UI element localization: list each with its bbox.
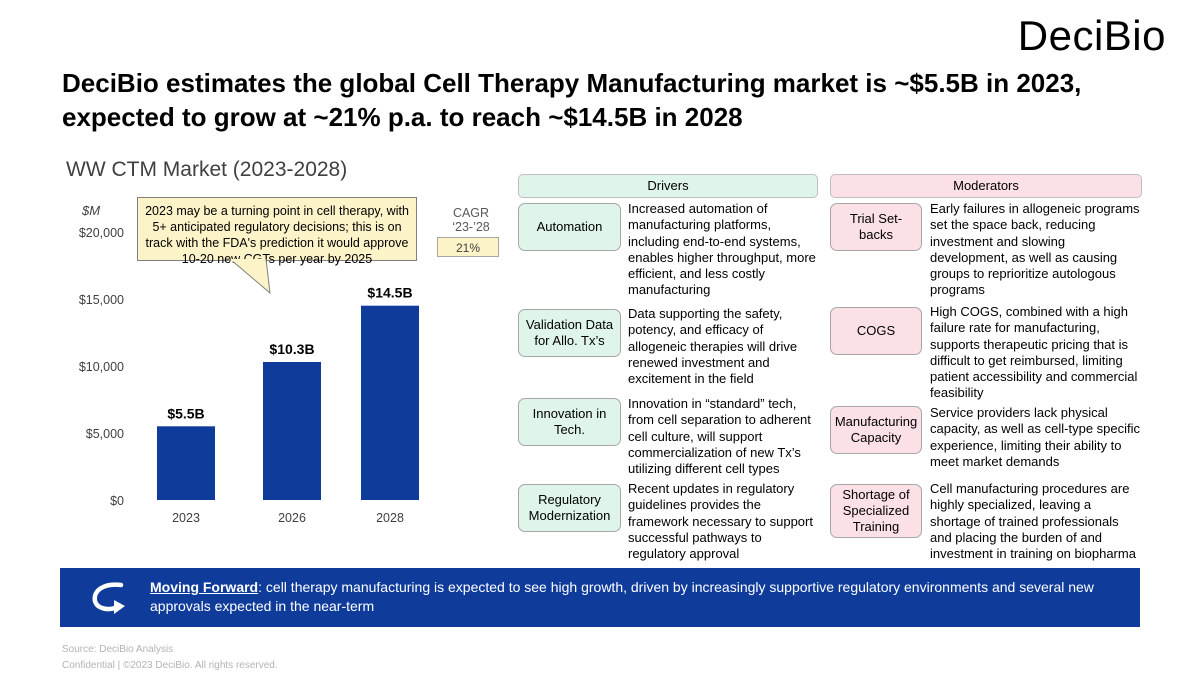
moderators-header: Moderators <box>830 174 1142 198</box>
drivers-header: Drivers <box>518 174 818 198</box>
driver-label-validation: Validation Data for Allo. Tx’s <box>518 309 621 357</box>
callout-tail <box>229 259 271 295</box>
banner-lead: Moving Forward <box>150 579 259 595</box>
y-tick-label: $5,000 <box>86 427 124 441</box>
decibio-logo: DeciBio <box>1017 12 1166 59</box>
page-title: DeciBio estimates the global Cell Therap… <box>62 68 1082 132</box>
driver-label-automation: Automation <box>518 203 621 251</box>
y-tick-label: $0 <box>110 494 124 508</box>
moderator-label-cogs: COGS <box>830 307 922 355</box>
x-tick-label: 2026 <box>278 511 306 525</box>
curved-arrow-icon <box>92 582 125 614</box>
x-tick-label: 2023 <box>172 511 200 525</box>
moving-forward-banner: Moving Forward: cell therapy manufacturi… <box>60 568 1140 627</box>
driver-text-innovation: Innovation in “standard” tech, from cell… <box>628 396 811 477</box>
x-tick-label: 2028 <box>376 511 404 525</box>
y-tick-label: $20,000 <box>79 226 124 240</box>
moderator-label-shortage-training: Shortage of Specialized Training <box>830 484 922 538</box>
driver-text-validation: Data supporting the safety, potency, and… <box>628 306 798 387</box>
moderator-label-trial-setbacks: Trial Set-backs <box>830 203 922 251</box>
driver-text-automation: Increased automation of manufacturing pl… <box>628 201 816 298</box>
cagr-label: CAGR ‘23-’28 <box>440 206 502 234</box>
data-label-2028: $14.5B <box>367 285 412 301</box>
chart-title: WW CTM Market (2023-2028) <box>66 158 348 181</box>
data-label-2023: $5.5B <box>167 405 204 421</box>
cagr-label-line1: CAGR <box>452 206 490 220</box>
driver-text-regulatory: Recent updates in regulatory guidelines … <box>628 481 813 562</box>
moderator-text-trial-setbacks: Early failures in allogeneic programs se… <box>930 201 1140 298</box>
banner-text: Moving Forward: cell therapy manufacturi… <box>150 578 1130 616</box>
confidential-note: Confidential | ©2023 DeciBio. All rights… <box>62 660 278 671</box>
y-axis-unit: $M <box>82 203 101 218</box>
y-tick-label: $15,000 <box>79 293 124 307</box>
moderator-text-manufacturing-capacity: Service providers lack physical capacity… <box>930 405 1141 469</box>
banner-body: : cell therapy manufacturing is expected… <box>150 579 1094 614</box>
callout-box: 2023 may be a turning point in cell ther… <box>137 197 417 266</box>
bar-2023 <box>157 426 215 500</box>
bar-2026 <box>263 361 321 500</box>
y-tick-label: $10,000 <box>79 360 124 374</box>
moderator-text-shortage-training: Cell manufacturing procedures are highly… <box>930 481 1136 562</box>
cagr-value: 21% <box>437 237 499 257</box>
bar-2028 <box>361 305 419 500</box>
cagr-label-line2: ‘23-’28 <box>452 220 490 234</box>
source-note: Source: DeciBio Analysis <box>62 644 174 655</box>
moderator-label-manufacturing-capacity: Manufacturing Capacity <box>830 406 922 454</box>
data-label-2026: $10.3B <box>269 341 314 357</box>
driver-label-innovation: Innovation in Tech. <box>518 398 621 446</box>
bar-chart: $0 $5,000 $10,000 $15,000 $20,000 $5.5B 2023 $1… <box>79 226 419 525</box>
driver-label-regulatory: Regulatory Modernization <box>518 484 621 532</box>
moderator-text-cogs: High COGS, combined with a high failure … <box>930 304 1138 401</box>
